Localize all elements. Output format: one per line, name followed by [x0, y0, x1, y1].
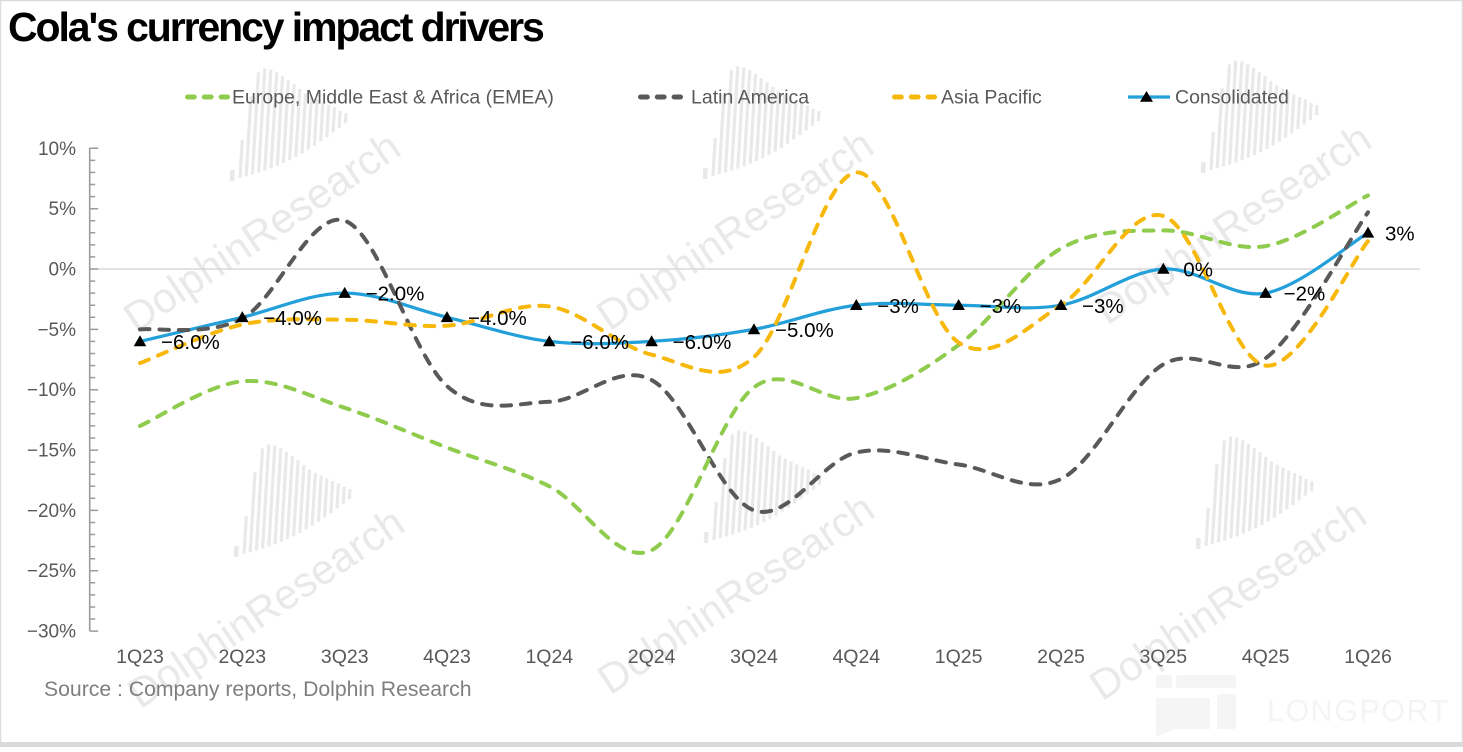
svg-text:1Q25: 1Q25: [935, 646, 983, 668]
svg-text:3Q25: 3Q25: [1139, 646, 1187, 668]
svg-text:Consolidated: Consolidated: [1175, 87, 1289, 109]
svg-text:−6.0%: −6.0%: [673, 331, 732, 354]
svg-text:−5.0%: −5.0%: [775, 319, 834, 342]
svg-text:4Q25: 4Q25: [1242, 646, 1290, 668]
svg-text:−4.0%: −4.0%: [468, 307, 527, 330]
svg-text:1Q23: 1Q23: [116, 646, 164, 668]
svg-text:−6.0%: −6.0%: [570, 331, 629, 354]
svg-text:−25%: −25%: [27, 561, 76, 582]
svg-text:−10%: −10%: [27, 380, 76, 401]
svg-text:−30%: −30%: [27, 622, 76, 643]
svg-text:Latin America: Latin America: [691, 87, 809, 109]
svg-text:Asia Pacific: Asia Pacific: [941, 87, 1042, 109]
svg-text:1Q26: 1Q26: [1344, 646, 1392, 668]
svg-text:4Q24: 4Q24: [832, 646, 880, 668]
svg-text:Cola's currency impact drivers: Cola's currency impact drivers: [8, 4, 544, 50]
svg-text:2Q24: 2Q24: [628, 646, 676, 668]
svg-text:−2%: −2%: [1284, 283, 1326, 306]
svg-text:4Q23: 4Q23: [423, 646, 471, 668]
svg-text:3Q23: 3Q23: [321, 646, 369, 668]
svg-text:−4.0%: −4.0%: [263, 307, 322, 330]
svg-text:3Q24: 3Q24: [730, 646, 778, 668]
svg-text:LONGPORT: LONGPORT: [1267, 694, 1450, 728]
svg-text:−5%: −5%: [37, 320, 76, 341]
svg-text:2Q23: 2Q23: [218, 646, 266, 668]
svg-text:0%: 0%: [1183, 259, 1213, 282]
svg-text:10%: 10%: [38, 139, 76, 160]
svg-text:−6.0%: −6.0%: [161, 331, 220, 354]
svg-text:−20%: −20%: [27, 501, 76, 522]
svg-text:−15%: −15%: [27, 441, 76, 462]
svg-text:Source : Company reports, Dolp: Source : Company reports, Dolphin Resear…: [44, 678, 472, 701]
svg-text:1Q24: 1Q24: [525, 646, 573, 668]
svg-text:−3%: −3%: [877, 295, 919, 318]
svg-text:−3%: −3%: [980, 295, 1022, 318]
svg-text:Europe, Middle East & Africa (: Europe, Middle East & Africa (EMEA): [232, 87, 554, 109]
svg-text:2Q25: 2Q25: [1037, 646, 1085, 668]
svg-text:5%: 5%: [49, 199, 77, 220]
svg-text:−2.0%: −2.0%: [366, 283, 425, 306]
svg-text:3%: 3%: [1385, 222, 1415, 245]
svg-text:0%: 0%: [49, 260, 77, 281]
svg-text:−3%: −3%: [1082, 295, 1124, 318]
